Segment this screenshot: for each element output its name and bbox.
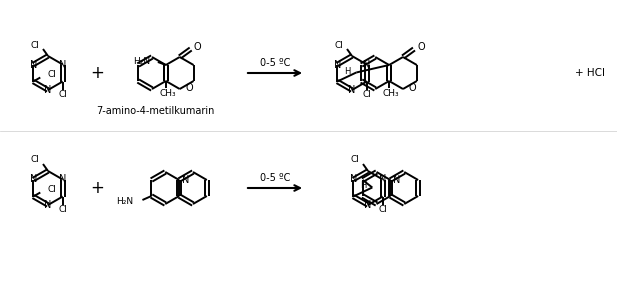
Text: N: N — [350, 175, 357, 185]
Text: Cl: Cl — [48, 70, 56, 79]
Text: N: N — [334, 59, 341, 70]
Text: N: N — [182, 175, 189, 185]
Text: O: O — [417, 42, 424, 52]
Text: Cl: Cl — [362, 90, 371, 99]
Text: H: H — [360, 181, 367, 190]
Text: N: N — [379, 175, 386, 185]
Text: H₂N: H₂N — [117, 196, 133, 205]
Text: Cl: Cl — [58, 90, 67, 99]
Text: Cl: Cl — [58, 205, 67, 214]
Text: N: N — [30, 59, 37, 70]
Text: +: + — [90, 179, 104, 197]
Text: O: O — [186, 83, 193, 93]
Text: N: N — [30, 175, 37, 185]
Text: H: H — [344, 67, 351, 76]
Text: O: O — [409, 83, 416, 93]
Text: N: N — [59, 175, 67, 185]
Text: N: N — [44, 200, 52, 210]
Text: H₂N: H₂N — [133, 57, 150, 65]
Text: Cl: Cl — [48, 185, 56, 194]
Text: Cl: Cl — [350, 155, 359, 164]
Text: N: N — [349, 85, 355, 95]
Text: + HCl: + HCl — [575, 68, 605, 78]
Text: Cl: Cl — [30, 155, 39, 164]
Text: 0-5 ºC: 0-5 ºC — [260, 58, 290, 68]
Text: N: N — [394, 175, 401, 185]
Text: CH₃: CH₃ — [383, 89, 399, 98]
Text: N: N — [44, 85, 52, 95]
Text: O: O — [194, 42, 202, 52]
Text: +: + — [90, 64, 104, 82]
Text: N: N — [364, 200, 371, 210]
Text: CH₃: CH₃ — [160, 89, 176, 98]
Text: Cl: Cl — [30, 40, 39, 50]
Text: Cl: Cl — [378, 205, 387, 214]
Text: N: N — [59, 59, 67, 70]
Text: Cl: Cl — [334, 40, 343, 50]
Text: 7-amino-4-metilkumarin: 7-amino-4-metilkumarin — [96, 106, 214, 116]
Text: N: N — [363, 59, 370, 70]
Text: 0-5 ºC: 0-5 ºC — [260, 173, 290, 183]
